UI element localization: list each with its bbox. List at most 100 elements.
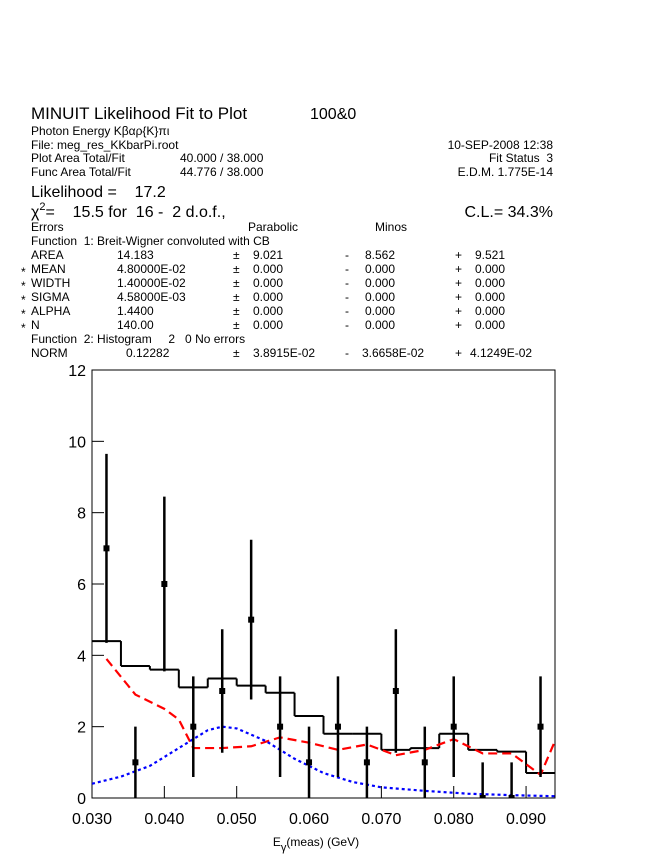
plot-area [92, 453, 555, 798]
chi2-power: 2 [39, 201, 45, 213]
confidence-level: C.L.= 34.3% [465, 204, 554, 221]
plot-area-value: 40.000 / 38.000 [180, 151, 264, 165]
param-minos-plus: 0.000 [475, 262, 505, 276]
param-value: 4.58000E-03 [117, 290, 186, 304]
subtitle: Photon Energy Kβαρ{K}πι [31, 124, 170, 138]
data-point [219, 688, 226, 694]
title: MINUIT Likelihood Fit to Plot [31, 104, 247, 123]
param-minos-minus: 0.000 [365, 290, 395, 304]
param-minos-minus: 0.000 [365, 304, 395, 318]
data-point [132, 759, 139, 766]
pm-sign: ± [233, 318, 240, 332]
func-area-value: 44.776 / 38.000 [180, 165, 264, 179]
data-point [306, 759, 313, 766]
data-point [161, 581, 168, 587]
func-area-label: Func Area Total/Fit [31, 165, 131, 179]
plot-area-label: Plot Area Total/Fit [31, 151, 125, 165]
data-point [508, 795, 515, 798]
param-name: AREA [31, 248, 64, 262]
plus-sign: + [455, 304, 462, 318]
x-tick-label: 0.050 [217, 811, 257, 828]
fixed-star: * [21, 307, 26, 321]
y-tick-label: 12 [68, 363, 86, 380]
param-minos-plus: 0.000 [475, 290, 505, 304]
param-name: SIGMA [31, 290, 70, 304]
norm-name: NORM [31, 346, 68, 360]
x-axis-label: Eγ(meas) (GeV) [273, 835, 359, 854]
fit-status: Fit Status 3 [489, 151, 553, 165]
plus-sign: + [455, 248, 462, 262]
plus-sign: + [455, 290, 462, 304]
fixed-star: * [21, 279, 26, 293]
fit-component [92, 725, 555, 798]
param-minos-plus: 0.000 [475, 276, 505, 290]
minus-sign: - [345, 290, 349, 304]
x-tick-label: 0.040 [144, 811, 184, 828]
minus-sign: - [345, 304, 349, 318]
y-tick-label: 0 [77, 791, 86, 808]
date: 10-SEP-2008 12:38 [448, 138, 554, 152]
y-tick-label: 8 [77, 506, 86, 523]
norm-minos-plus: 4.1249E-02 [470, 346, 532, 360]
param-minos-minus: 8.562 [365, 248, 395, 262]
param-name: ALPHA [31, 304, 70, 318]
param-minos-plus: 0.000 [475, 318, 505, 332]
y-tick-label: 4 [77, 648, 86, 665]
parabolic-label: Parabolic [248, 220, 298, 234]
fit-component [105, 658, 555, 777]
pm-sign: ± [233, 304, 240, 318]
minus-sign: - [345, 248, 349, 262]
data-point [190, 723, 197, 730]
norm-minos-minus: 3.6658E-02 [362, 346, 424, 360]
errors-label: Errors [31, 220, 64, 234]
data-point [479, 795, 486, 798]
param-parabolic: 0.000 [253, 318, 283, 332]
pm-sign: ± [233, 346, 240, 360]
plus-sign: + [455, 276, 462, 290]
minus-sign: - [345, 276, 349, 290]
param-parabolic: 0.000 [253, 262, 283, 276]
chi2-symbol: χ [31, 204, 40, 221]
param-minos-plus: 0.000 [475, 304, 505, 318]
param-minos-minus: 0.000 [365, 318, 395, 332]
norm-value: 0.12282 [126, 346, 170, 360]
plot-id: 100&0 [310, 106, 356, 123]
data-point [248, 616, 255, 623]
param-minos-plus: 9.521 [475, 248, 505, 262]
norm-parabolic: 3.8915E-02 [253, 346, 315, 360]
pm-sign: ± [233, 276, 240, 290]
x-tick-label: 0.070 [361, 811, 401, 828]
param-value: 4.80000E-02 [117, 262, 186, 276]
x-label-main: E [273, 835, 281, 849]
function-1: Function 1: Breit-Wigner convoluted with… [31, 234, 270, 248]
fixed-star: * [21, 293, 26, 307]
param-parabolic: 0.000 [253, 304, 283, 318]
x-tick-label: 0.030 [72, 811, 112, 828]
y-tick-label: 10 [68, 434, 86, 451]
x-tick-label: 0.080 [434, 811, 474, 828]
param-minos-minus: 0.000 [365, 262, 395, 276]
pm-sign: ± [233, 290, 240, 304]
x-label-sub: γ [281, 842, 287, 854]
minus-sign: - [345, 346, 349, 360]
plus-sign: + [455, 262, 462, 276]
param-name: WIDTH [31, 276, 70, 290]
x-tick-label: 0.060 [289, 811, 329, 828]
x-label-rest: (meas) (GeV) [286, 835, 359, 849]
param-value: 1.4400 [117, 304, 154, 318]
data-point [334, 723, 341, 730]
param-parabolic: 9.021 [253, 248, 283, 262]
param-name: MEAN [31, 262, 66, 276]
y-tick-label: 6 [77, 577, 86, 594]
param-parabolic: 0.000 [253, 276, 283, 290]
param-value: 140.00 [117, 318, 154, 332]
data-point [363, 759, 370, 766]
data-point [537, 723, 544, 730]
plus-sign: + [455, 318, 462, 332]
param-parabolic: 0.000 [253, 290, 283, 304]
data-point [277, 723, 284, 730]
y-tick-label: 2 [77, 720, 86, 737]
minus-sign: - [345, 318, 349, 332]
pm-sign: ± [233, 262, 240, 276]
function-2: Function 2: Histogram 2 0 No errors [31, 332, 245, 346]
